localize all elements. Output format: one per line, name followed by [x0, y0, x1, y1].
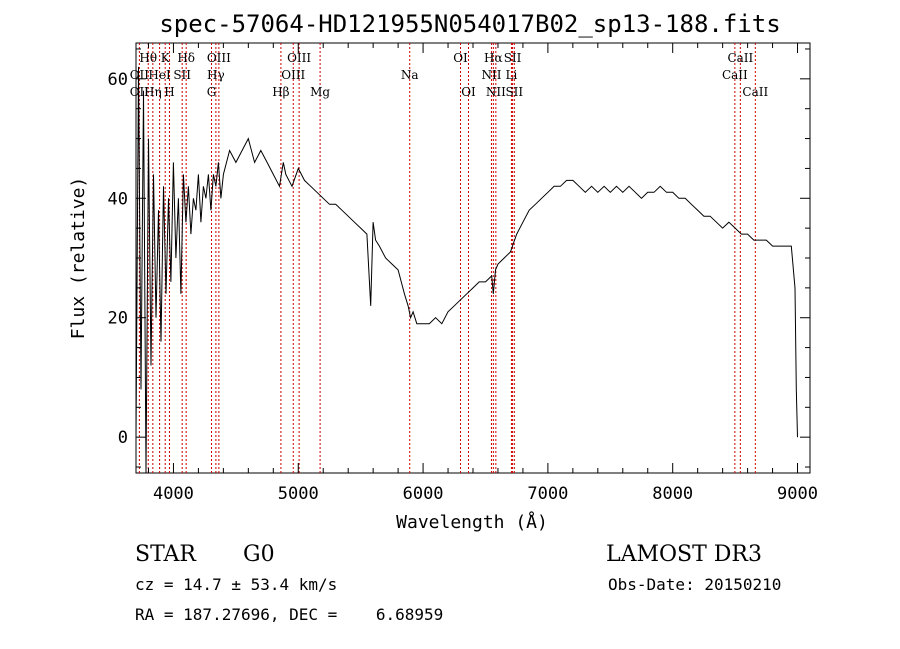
line-label: Hγ [207, 68, 225, 82]
line-label: HeI [148, 68, 171, 82]
y-tick-label: 20 [108, 309, 128, 329]
line-label: Li [506, 68, 518, 82]
redshift-cz: cz = 14.7 ± 53.4 km/s [135, 575, 337, 594]
chart-title: spec-57064-HD121955N054017B02_sp13-188.f… [159, 10, 780, 38]
x-tick-label: 8000 [652, 484, 693, 504]
line-label: SII [173, 68, 191, 82]
line-label: NII [486, 85, 506, 99]
line-label: OIII [281, 68, 305, 82]
line-label: Na [401, 68, 419, 82]
x-tick-label: 7000 [527, 484, 568, 504]
x-tick-label: 6000 [403, 484, 444, 504]
x-tick-label: 5000 [278, 484, 319, 504]
x-tick-label: 9000 [777, 484, 818, 504]
y-axis-label: Flux (relative) [68, 177, 89, 340]
line-label: G [207, 85, 217, 99]
line-label: OII [130, 68, 150, 82]
x-axis-label: Wavelength (Å) [396, 511, 548, 533]
y-axis-ticks: 0 20 40 60 [108, 48, 810, 468]
line-label: OI [453, 51, 468, 65]
line-label: Hβ [272, 85, 289, 99]
x-tick-label: 4000 [153, 484, 194, 504]
y-tick-label: 60 [108, 70, 128, 90]
line-label: NII [481, 68, 501, 82]
line-label: Hδ [177, 51, 195, 65]
plot-frame [135, 42, 811, 474]
spectrum-line [135, 66, 798, 474]
line-label: OI [461, 85, 476, 99]
line-label: SII [505, 85, 523, 99]
line-label: CaII [742, 85, 768, 99]
object-class: STAR [135, 542, 197, 567]
y-tick-label: 40 [108, 189, 128, 209]
line-label: CaII [722, 68, 748, 82]
line-label: SII [504, 51, 522, 65]
line-label: K [161, 51, 171, 65]
line-label: OII [130, 85, 150, 99]
line-label: H [164, 85, 174, 99]
line-label: Hη [144, 85, 162, 99]
line-label: CaII [727, 51, 753, 65]
ra-dec-coords: RA = 187.27696, DEC = 6.68959 [135, 605, 443, 624]
y-tick-label: 0 [118, 428, 128, 448]
x-axis-ticks: 4000 5000 6000 7000 8000 9000 [147, 43, 818, 504]
line-label: Hθ [139, 51, 157, 65]
line-label: OIII [207, 51, 231, 65]
line-label: OIII [287, 51, 311, 65]
object-subclass: G0 [243, 542, 275, 567]
line-label: Mg [310, 85, 330, 99]
obs-date: Obs-Date: 20150210 [608, 575, 781, 594]
line-label: Hα [484, 51, 503, 65]
survey-name: LAMOST DR3 [606, 542, 762, 567]
spectral-line-markers [138, 43, 756, 473]
